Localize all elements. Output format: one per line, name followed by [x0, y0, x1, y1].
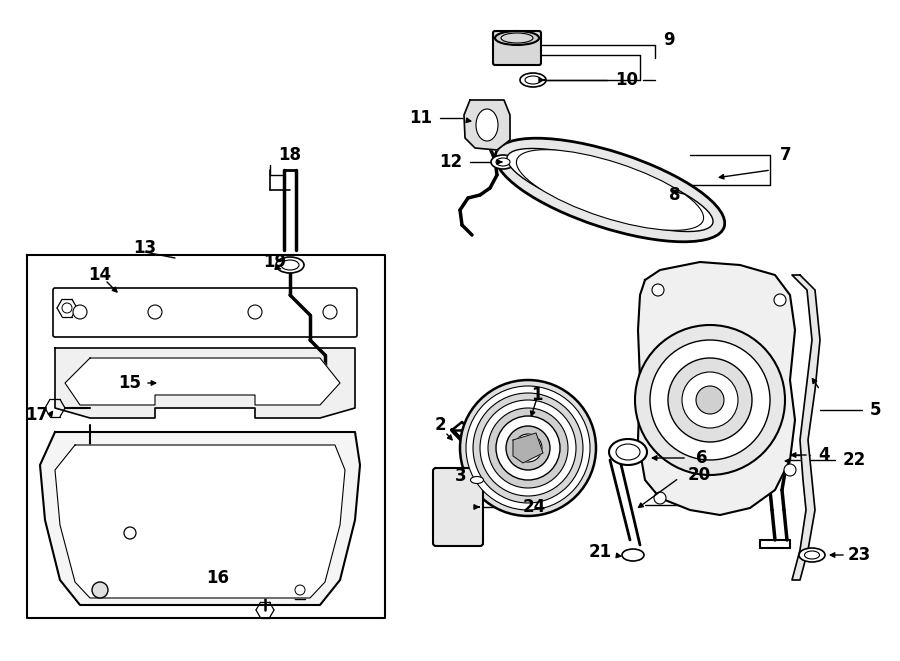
Circle shape — [784, 464, 796, 476]
Polygon shape — [27, 255, 385, 618]
Circle shape — [248, 305, 262, 319]
Polygon shape — [792, 275, 820, 580]
Circle shape — [480, 400, 576, 496]
Text: 8: 8 — [669, 186, 680, 204]
Text: 22: 22 — [843, 451, 866, 469]
Circle shape — [496, 416, 560, 480]
Ellipse shape — [465, 473, 489, 487]
Text: 24: 24 — [523, 498, 546, 516]
Polygon shape — [40, 432, 360, 605]
Text: 14: 14 — [88, 266, 112, 284]
Ellipse shape — [476, 109, 498, 141]
Text: 20: 20 — [688, 466, 711, 484]
Circle shape — [635, 325, 785, 475]
Text: 23: 23 — [848, 546, 871, 564]
Circle shape — [652, 284, 664, 296]
Circle shape — [506, 426, 550, 470]
Text: 2: 2 — [434, 416, 446, 434]
Ellipse shape — [799, 548, 825, 562]
Circle shape — [92, 582, 108, 598]
Circle shape — [323, 305, 337, 319]
Ellipse shape — [491, 155, 515, 169]
Polygon shape — [55, 348, 355, 418]
Circle shape — [488, 408, 568, 488]
Ellipse shape — [517, 149, 704, 230]
Circle shape — [682, 372, 738, 428]
Text: 5: 5 — [870, 401, 881, 419]
Circle shape — [62, 303, 72, 313]
FancyBboxPatch shape — [53, 288, 357, 337]
Circle shape — [148, 305, 162, 319]
Circle shape — [73, 305, 87, 319]
Text: 4: 4 — [818, 446, 830, 464]
FancyBboxPatch shape — [493, 31, 541, 65]
Text: 7: 7 — [780, 146, 792, 164]
Text: 15: 15 — [119, 374, 141, 392]
Polygon shape — [513, 433, 543, 463]
Text: 1: 1 — [531, 386, 543, 404]
Text: 12: 12 — [439, 153, 462, 171]
Text: 6: 6 — [696, 449, 707, 467]
Text: 9: 9 — [663, 31, 675, 49]
FancyBboxPatch shape — [433, 468, 483, 546]
Text: 11: 11 — [409, 109, 432, 127]
Ellipse shape — [471, 477, 483, 483]
Polygon shape — [55, 445, 345, 598]
Text: 18: 18 — [278, 146, 302, 164]
Text: 17: 17 — [25, 406, 48, 424]
Circle shape — [654, 492, 666, 504]
Circle shape — [514, 434, 542, 462]
Text: 10: 10 — [615, 71, 638, 89]
Text: 19: 19 — [264, 253, 286, 271]
Circle shape — [460, 380, 596, 516]
Ellipse shape — [281, 260, 299, 270]
Text: 21: 21 — [589, 543, 612, 561]
Circle shape — [696, 386, 724, 414]
Ellipse shape — [495, 31, 539, 45]
Circle shape — [650, 340, 770, 460]
Ellipse shape — [525, 76, 541, 84]
Circle shape — [295, 585, 305, 595]
Text: 3: 3 — [455, 467, 467, 485]
Ellipse shape — [805, 551, 820, 559]
Ellipse shape — [609, 439, 647, 465]
Polygon shape — [65, 358, 340, 405]
Ellipse shape — [496, 158, 510, 166]
Ellipse shape — [276, 257, 304, 273]
Circle shape — [466, 386, 590, 510]
Ellipse shape — [622, 549, 644, 561]
Text: 16: 16 — [206, 569, 230, 587]
Polygon shape — [464, 100, 510, 150]
Text: 13: 13 — [133, 239, 157, 257]
Ellipse shape — [616, 444, 640, 460]
Circle shape — [124, 527, 136, 539]
Circle shape — [473, 393, 583, 503]
Ellipse shape — [495, 138, 724, 242]
Ellipse shape — [520, 73, 546, 87]
Ellipse shape — [501, 33, 533, 43]
Circle shape — [774, 294, 786, 306]
Polygon shape — [638, 262, 795, 515]
Ellipse shape — [507, 149, 713, 231]
Circle shape — [668, 358, 752, 442]
